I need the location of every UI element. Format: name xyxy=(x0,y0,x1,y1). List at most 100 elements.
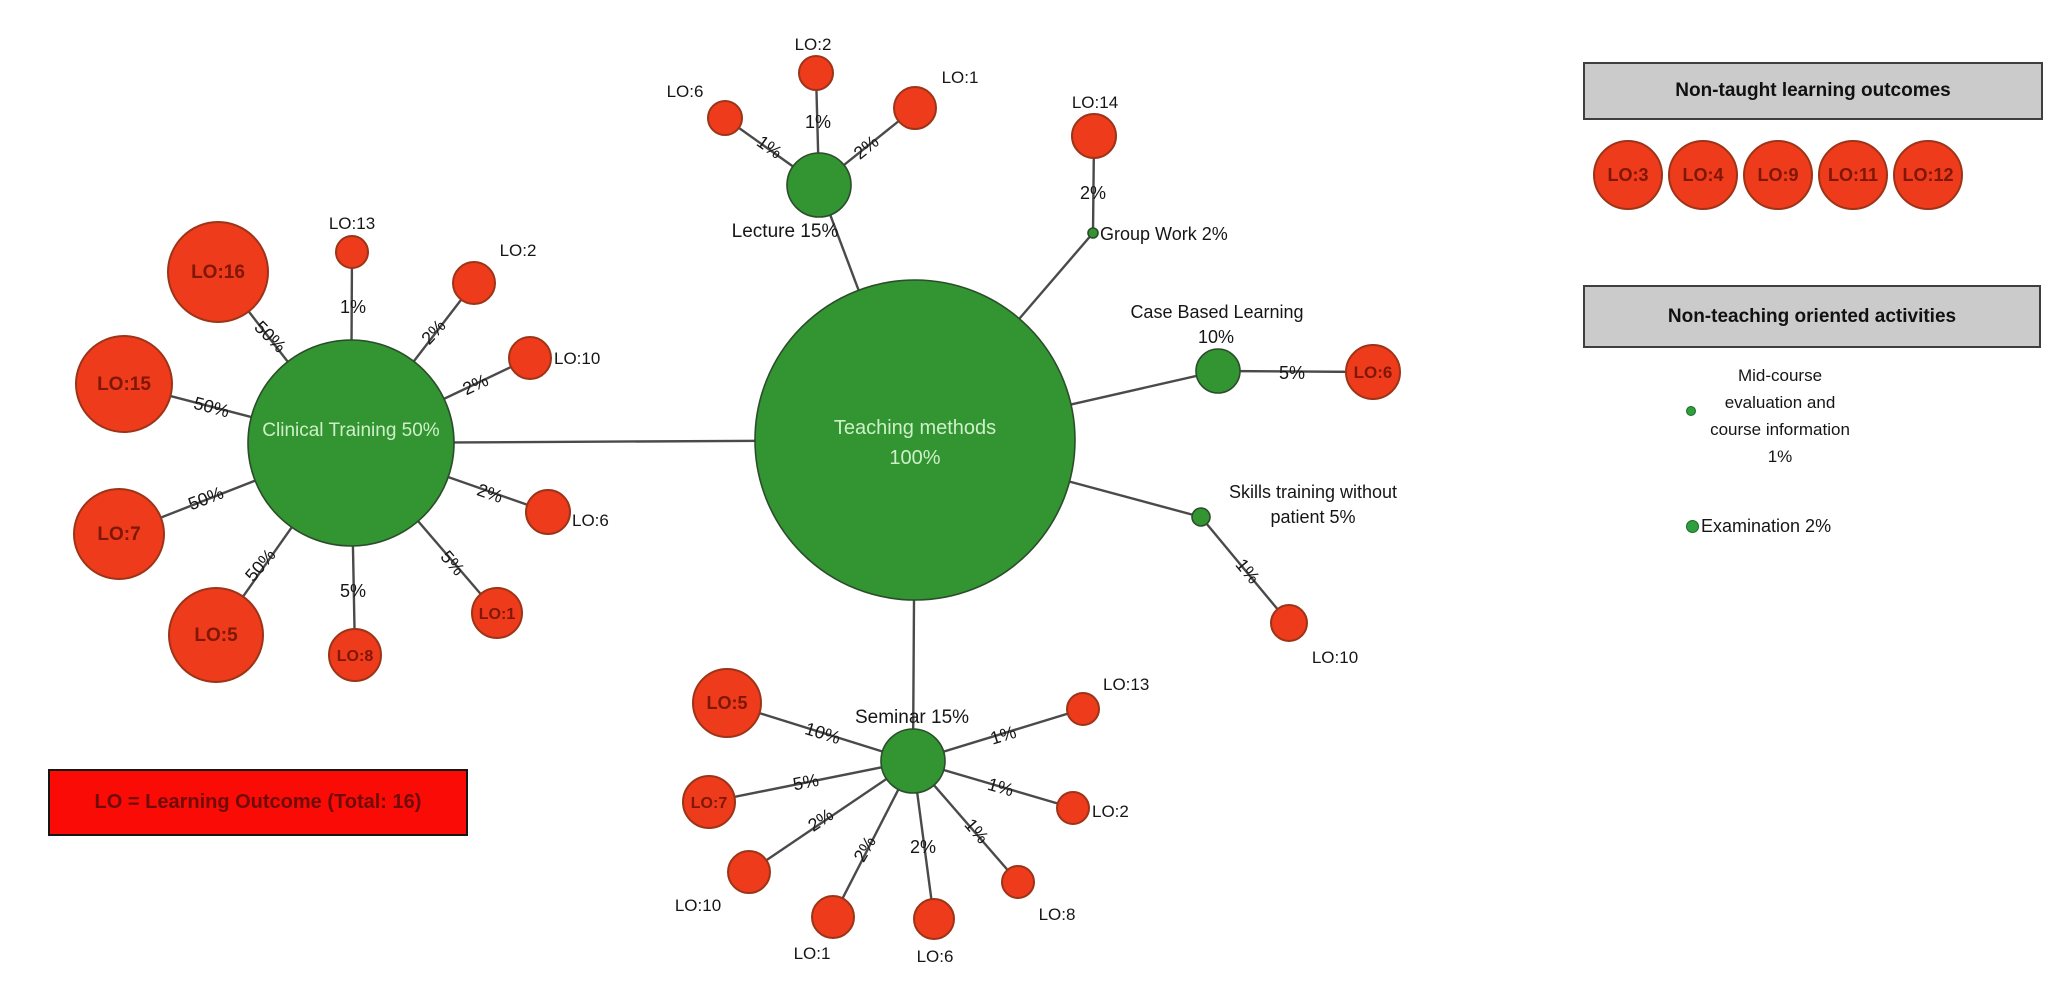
lo-label: LO:6 xyxy=(667,82,704,101)
edge-seminar-lo10 xyxy=(748,760,914,873)
lo-circle-lecture-lo6 xyxy=(707,100,743,136)
hub-circle-groupwork xyxy=(1087,227,1099,239)
lo-label: LO:5 xyxy=(194,625,238,646)
lo-label: LO:2 xyxy=(500,241,537,260)
lo-circle-seminar-lo2 xyxy=(1056,791,1090,825)
hub-circle-cbl xyxy=(1195,348,1241,394)
pct-label: 1% xyxy=(340,297,366,317)
legend-box: LO = Learning Outcome (Total: 16) xyxy=(48,769,468,836)
hub-circle-skills xyxy=(1191,507,1211,527)
hub-label-lecture: Lecture 15% xyxy=(732,221,839,242)
lo-label: LO:6 xyxy=(572,511,609,530)
hub-circle-clinical xyxy=(247,339,455,547)
lo-label: LO:10 xyxy=(1312,648,1358,667)
hub-label-cbl: Case Based Learning xyxy=(1130,302,1303,322)
pct-label: 1% xyxy=(988,722,1019,749)
pct-label: 5% xyxy=(1279,363,1305,383)
lo-label: LO:8 xyxy=(337,648,374,665)
lo-label: LO:2 xyxy=(1092,802,1129,821)
lo-circle-lecture-lo2 xyxy=(798,55,834,91)
lo-circle-seminar-lo7 xyxy=(682,775,736,829)
lo-circle-clinical-lo6 xyxy=(525,489,571,535)
lo-label: LO:14 xyxy=(1072,93,1118,112)
hub-label-clinical: Clinical Training 50% xyxy=(262,420,440,441)
hub-label-cbl: 10% xyxy=(1198,327,1234,347)
pct-label: 1% xyxy=(985,774,1016,800)
hub-circle-lecture xyxy=(786,152,852,218)
hub-label-skills: patient 5% xyxy=(1270,507,1355,527)
lo-label: LO:1 xyxy=(479,606,516,623)
hub-label-teaching: Teaching methods xyxy=(834,417,996,439)
lo-circle-clinical-lo15 xyxy=(75,335,173,433)
pct-label: 1% xyxy=(805,112,831,132)
non-taught-lo-circle: LO:3 xyxy=(1593,140,1663,210)
non-taught-lo-circle: LO:4 xyxy=(1668,140,1738,210)
edge-seminar-lo7 xyxy=(708,759,914,804)
lo-circle-clinical-lo1 xyxy=(471,587,523,639)
lo-label: LO:1 xyxy=(794,944,831,963)
pct-label: 2% xyxy=(474,480,505,507)
lo-label: LO:16 xyxy=(191,262,245,283)
lo-circle-seminar-lo1 xyxy=(811,895,855,939)
mid-course-line: Mid-course xyxy=(1737,366,1823,385)
lo-label: LO:6 xyxy=(917,947,954,966)
non-teaching-activities-header: Non-teaching oriented activities xyxy=(1583,285,2041,348)
mid-course-line: course information xyxy=(1710,420,1850,439)
mid-course-line: evaluation and xyxy=(1724,393,1836,412)
lo-label: LO:7 xyxy=(691,795,728,812)
lo-circle-seminar-lo10 xyxy=(727,850,771,894)
hub-label-seminar: Seminar 15% xyxy=(855,707,969,728)
lo-circle-clinical-lo8 xyxy=(328,628,382,682)
mid-course-dot-icon xyxy=(1686,406,1696,416)
lo-label: LO:7 xyxy=(97,524,140,545)
pct-label: 2% xyxy=(850,833,880,866)
pct-label: 2% xyxy=(910,837,936,857)
hub-label-skills: Skills training without xyxy=(1229,482,1397,502)
pct-label: 5% xyxy=(791,770,820,795)
lo-label: LO:5 xyxy=(706,693,747,713)
examination-item: Examination 2% xyxy=(1686,515,1831,537)
pct-label: 10% xyxy=(803,718,843,748)
lo-circle-clinical-lo2 xyxy=(452,261,496,305)
pct-label: 50% xyxy=(185,483,226,515)
mid-course-line: 1% xyxy=(1767,447,1793,466)
lo-circle-clinical-lo16 xyxy=(167,221,269,323)
lo-circle-groupwork-lo14 xyxy=(1071,113,1117,159)
lo-circle-seminar-lo5 xyxy=(692,668,762,738)
lo-label: LO:13 xyxy=(1103,675,1149,694)
non-taught-lo-circle: LO:12 xyxy=(1893,140,1963,210)
lo-label: LO:10 xyxy=(675,896,721,915)
lo-label: LO:8 xyxy=(1039,905,1076,924)
pct-label: 50% xyxy=(192,393,232,422)
examination-label: Examination 2% xyxy=(1701,515,1832,536)
hub-label-groupwork: Group Work 2% xyxy=(1100,224,1228,244)
lo-circle-seminar-lo13 xyxy=(1066,692,1100,726)
lo-label: LO:2 xyxy=(795,35,832,54)
lo-label: LO:1 xyxy=(942,68,979,87)
lo-label: LO:13 xyxy=(329,214,375,233)
lo-label: LO:6 xyxy=(1354,363,1393,382)
lo-circle-clinical-lo10 xyxy=(508,336,552,380)
lo-circle-cbl-lo6 xyxy=(1345,344,1401,400)
hub-circle-teaching xyxy=(754,279,1076,601)
examination-dot-icon xyxy=(1686,519,1699,533)
lo-label: LO:10 xyxy=(554,349,600,368)
lo-circle-clinical-lo13 xyxy=(335,235,369,269)
mid-course-item: Mid-course evaluation and course informa… xyxy=(1655,362,1905,470)
lo-circle-clinical-lo5 xyxy=(168,587,264,683)
hub-circle-seminar xyxy=(880,728,946,794)
lo-circle-seminar-lo8 xyxy=(1001,865,1035,899)
pct-label: 2% xyxy=(459,370,491,399)
pct-label: 2% xyxy=(850,131,883,163)
non-taught-lo-circle: LO:11 xyxy=(1818,140,1888,210)
lo-circle-clinical-lo7 xyxy=(73,488,165,580)
pct-label: 5% xyxy=(340,581,366,601)
edge-skills-lo10 xyxy=(1200,516,1290,624)
non-taught-outcomes-header: Non-taught learning outcomes xyxy=(1583,62,2043,120)
lo-circle-skills-lo10 xyxy=(1270,604,1308,642)
non-taught-circles-row: LO:3 LO:4 LO:9 LO:11 LO:12 xyxy=(1593,140,1963,210)
lo-label: LO:15 xyxy=(97,374,151,395)
pct-label: 2% xyxy=(1080,183,1106,203)
lo-circle-seminar-lo6 xyxy=(913,898,955,940)
